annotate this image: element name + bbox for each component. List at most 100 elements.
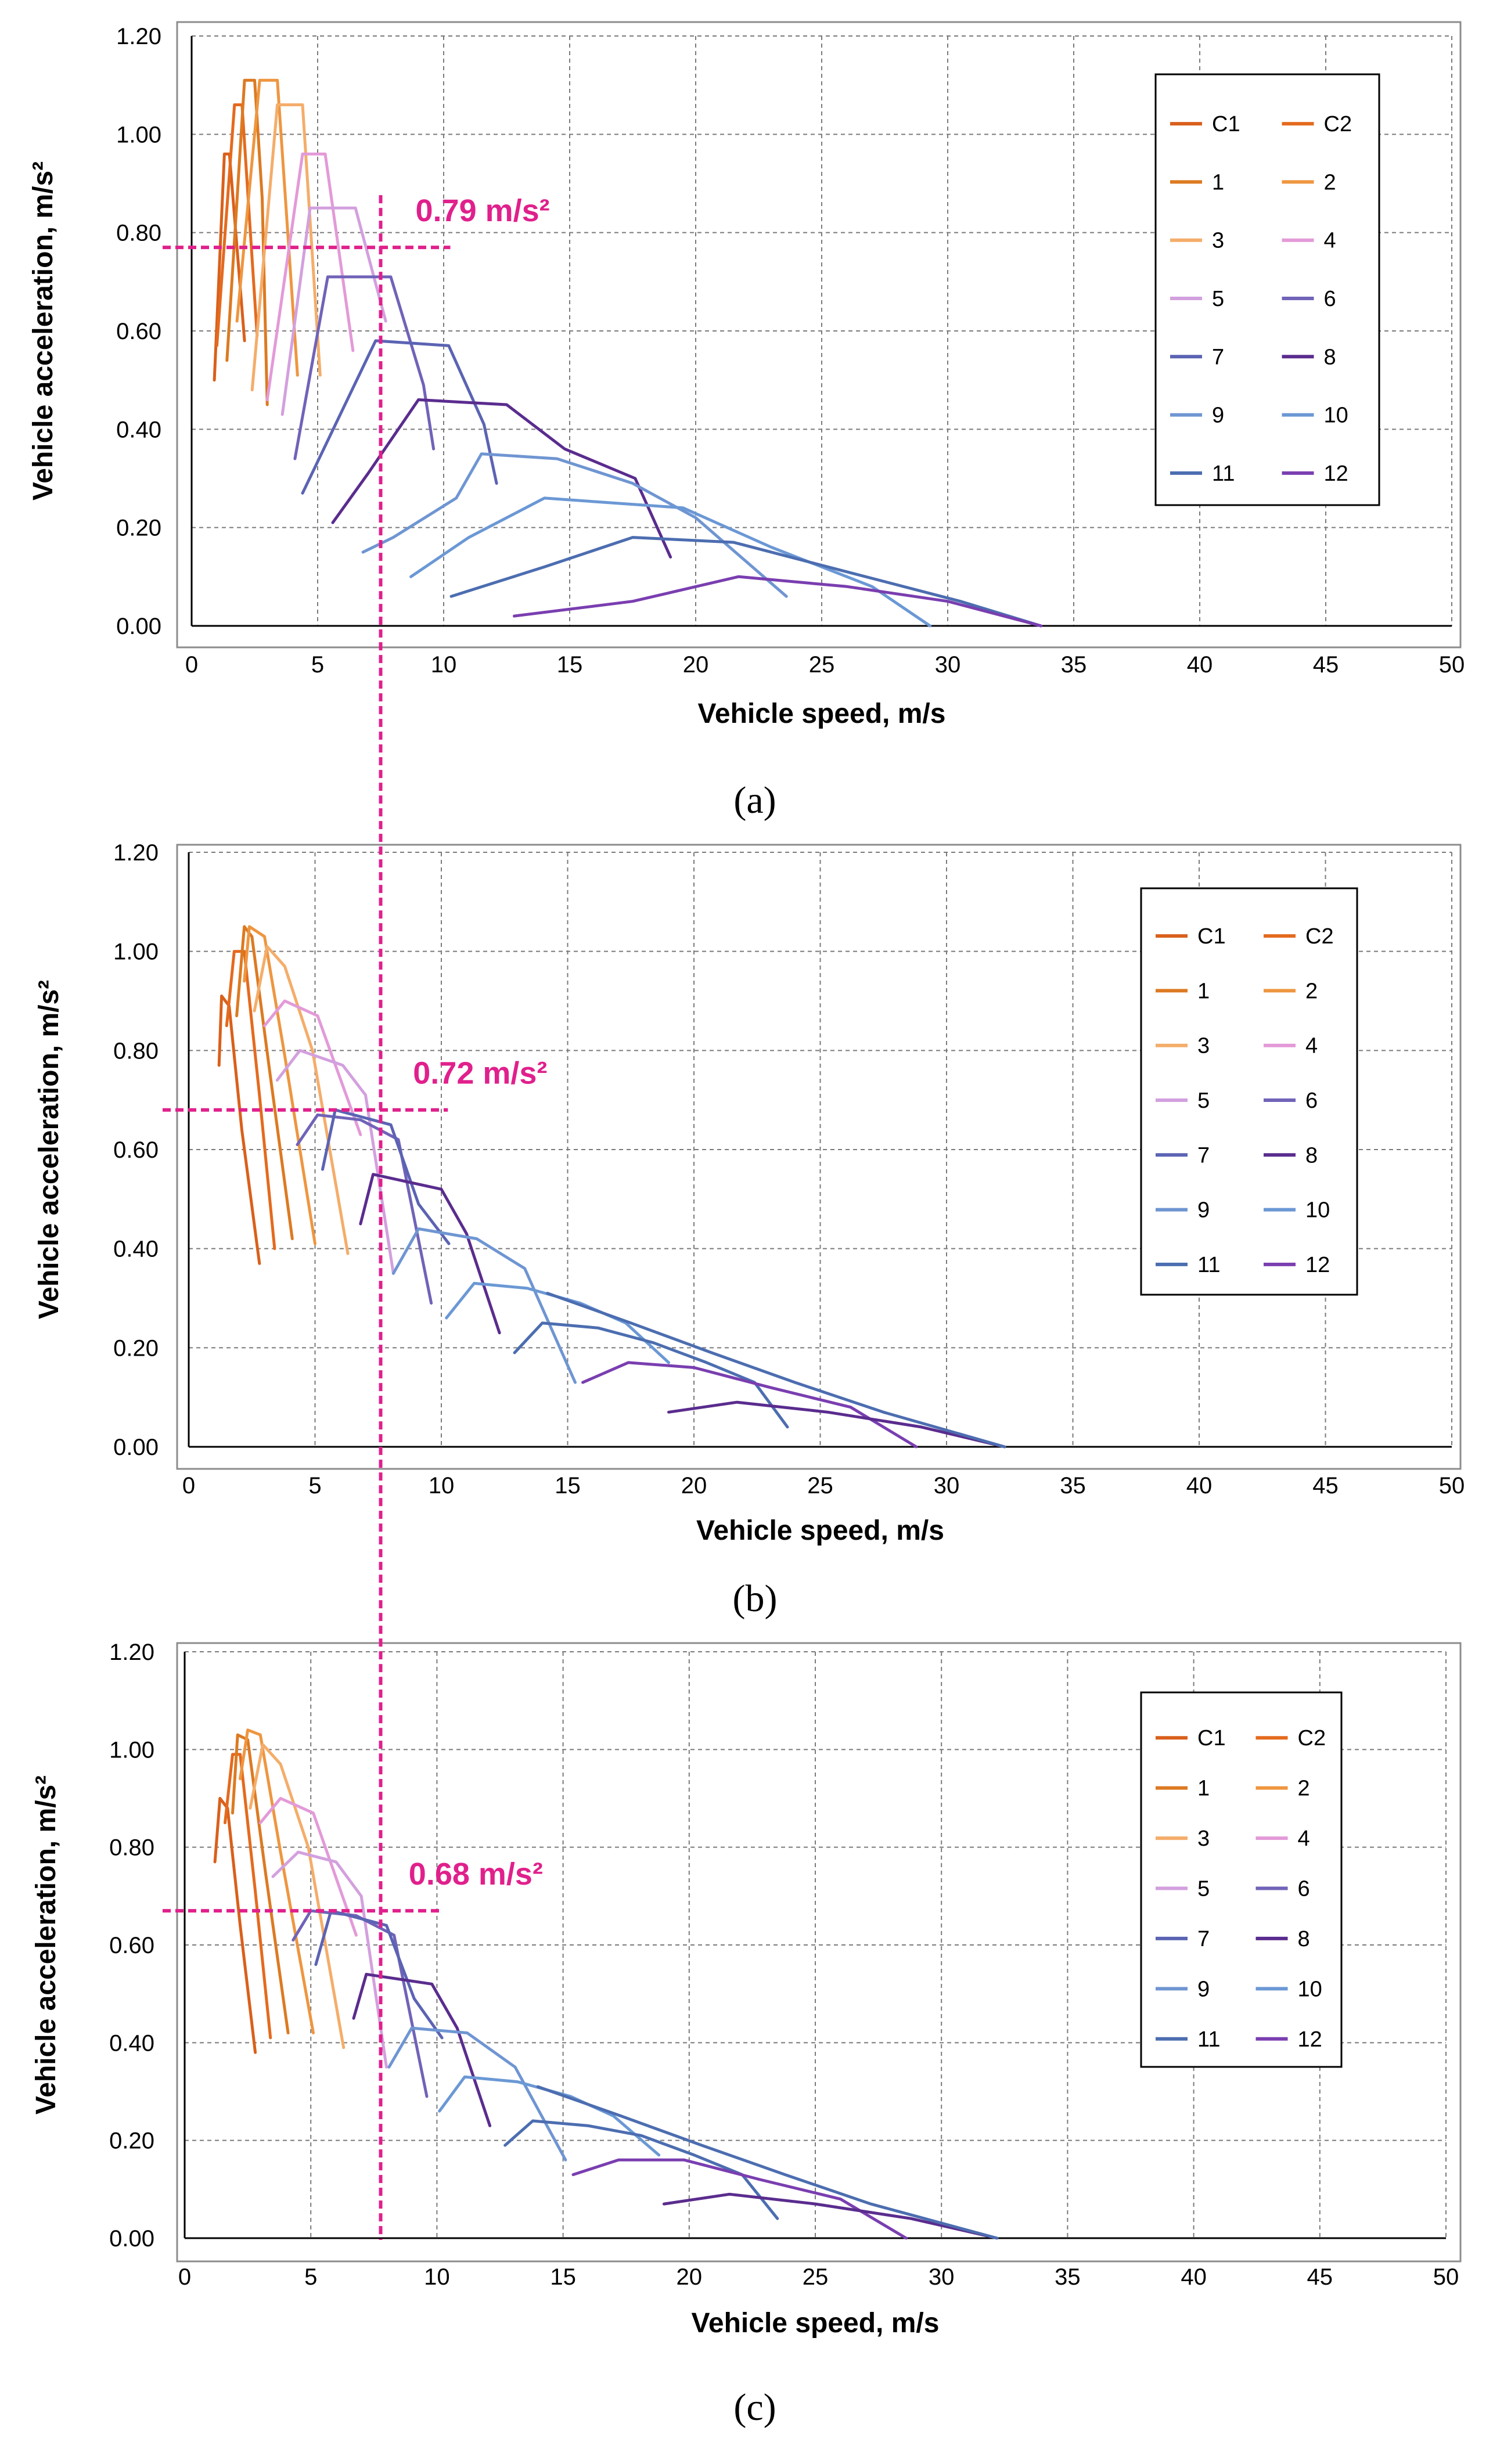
y-tick-label: 0.00	[109, 2226, 154, 2252]
legend-label-8: 8	[1324, 345, 1336, 369]
series-line-11	[449, 536, 1043, 628]
series-line-1	[231, 1733, 290, 2034]
y-axis-title: Vehicle acceleration, m/s²	[28, 161, 59, 500]
legend-box	[1140, 887, 1358, 1296]
legend-label-11: 11	[1212, 462, 1235, 486]
x-tick-label: 15	[555, 1473, 581, 1498]
legend-label-6: 6	[1298, 1877, 1310, 1901]
legend-label-8: 8	[1305, 1143, 1318, 1168]
series-line-12	[571, 2158, 908, 2240]
threshold-annotation: 0.72 m/s²	[413, 1056, 547, 1091]
chart-panel-1: 0 5 10 15 20 25 30 35 40 45 500.000.200.400.600.80…	[34, 840, 1465, 1546]
y-axis-title: Vehicle acceleration, m/s²	[34, 980, 64, 1319]
series-line-4	[263, 999, 362, 1136]
legend-label-C2: C2	[1298, 1726, 1326, 1750]
threshold-annotation: 0.68 m/s²	[409, 1857, 543, 1892]
series-line-3	[253, 945, 350, 1255]
x-tick-label: 0	[185, 652, 198, 678]
legend-label-5: 5	[1212, 287, 1224, 311]
legend-label-C2: C2	[1324, 112, 1352, 136]
y-tick-label: 1.20	[109, 1640, 154, 1665]
series-line-7	[314, 1909, 444, 2040]
series-line-7	[321, 1108, 451, 1245]
legend-label-7: 7	[1212, 345, 1224, 369]
legend-label-12: 12	[1298, 2027, 1322, 2052]
legend-label-12: 12	[1324, 462, 1348, 486]
x-axis-title: Vehicle speed, m/s	[696, 1515, 944, 1546]
x-tick-label: 45	[1307, 2264, 1333, 2290]
y-tick-label: 0.00	[113, 1435, 159, 1460]
y-tick-label: 1.20	[116, 24, 161, 49]
series-line-6	[293, 275, 436, 460]
x-tick-label: 15	[557, 652, 583, 678]
series-line-1	[235, 925, 294, 1241]
legend-label-4: 4	[1305, 1034, 1318, 1058]
legend-label-10: 10	[1305, 1198, 1330, 1223]
legend-box	[1154, 73, 1380, 506]
x-tick-label: 10	[424, 2264, 450, 2290]
series-line-2	[235, 78, 299, 377]
series-line-2	[243, 925, 316, 1245]
y-tick-label: 0.80	[109, 1835, 154, 1861]
x-tick-label: 20	[683, 652, 709, 678]
series-line-C1	[213, 152, 246, 382]
legend-label-1: 1	[1197, 1777, 1210, 1801]
series-line-5	[275, 1049, 395, 1275]
x-tick-label: 25	[809, 652, 835, 678]
legend-label-11: 11	[1197, 1253, 1220, 1277]
legend-label-C1: C1	[1197, 1726, 1226, 1750]
legend-label-3: 3	[1197, 1034, 1210, 1058]
x-tick-label: 50	[1439, 1473, 1465, 1498]
legend-label-C2: C2	[1305, 924, 1334, 949]
legend-label-7: 7	[1197, 1143, 1210, 1168]
legend-label-2: 2	[1324, 170, 1336, 194]
series-line-11b	[536, 2085, 999, 2240]
series-line-9	[387, 2026, 567, 2162]
y-axis-title: Vehicle acceleration, m/s²	[31, 1775, 62, 2114]
panel-label: (b)	[733, 1577, 778, 1620]
legend-label-9: 9	[1197, 1977, 1210, 2001]
legend-label-1: 1	[1197, 979, 1210, 1003]
x-tick-label: 35	[1055, 2264, 1081, 2290]
series-line-5	[280, 206, 387, 416]
series-line-C2	[224, 1753, 272, 2040]
legend-label-9: 9	[1212, 404, 1224, 428]
legend-box	[1140, 1691, 1343, 2068]
legend-label-C1: C1	[1197, 924, 1226, 949]
x-tick-label: 25	[803, 2264, 829, 2290]
series-line-3	[249, 1743, 346, 2049]
x-tick-label: 5	[311, 652, 324, 678]
legend-label-7: 7	[1197, 1927, 1210, 1951]
x-tick-label: 10	[429, 1473, 455, 1498]
x-tick-label: 50	[1439, 652, 1465, 678]
legend-label-3: 3	[1212, 229, 1224, 253]
legend-label-1: 1	[1212, 170, 1224, 194]
y-tick-label: 0.20	[113, 1335, 159, 1361]
legend-label-11: 11	[1197, 2027, 1220, 2052]
y-tick-label: 0.60	[113, 1137, 159, 1163]
y-tick-label: 0.80	[116, 221, 161, 246]
legend-label-3: 3	[1197, 1827, 1210, 1851]
y-tick-label: 1.00	[116, 122, 161, 147]
legend-label-9: 9	[1197, 1198, 1210, 1223]
x-tick-label: 20	[681, 1473, 707, 1498]
legend-label-10: 10	[1298, 1977, 1322, 2001]
series-line-C2	[215, 103, 259, 347]
series-line-6	[292, 1909, 429, 2098]
legend-label-6: 6	[1305, 1089, 1318, 1113]
series-line-8b	[667, 1400, 1006, 1449]
legend-label-4: 4	[1324, 229, 1336, 253]
series-line-7	[301, 339, 498, 495]
y-tick-label: 1.00	[113, 939, 159, 965]
legend-label-5: 5	[1197, 1089, 1210, 1113]
chart-panel-0: 0 5 10 15 20 25 30 35 40 45 500.000.200.400.600.80…	[28, 21, 1465, 729]
series-line-8b	[662, 2192, 999, 2240]
series-line-8	[359, 1173, 501, 1335]
series-line-4	[258, 1797, 358, 1937]
legend-label-6: 6	[1324, 287, 1336, 311]
series-line-C2	[225, 950, 276, 1251]
x-tick-label: 0	[182, 1473, 195, 1498]
